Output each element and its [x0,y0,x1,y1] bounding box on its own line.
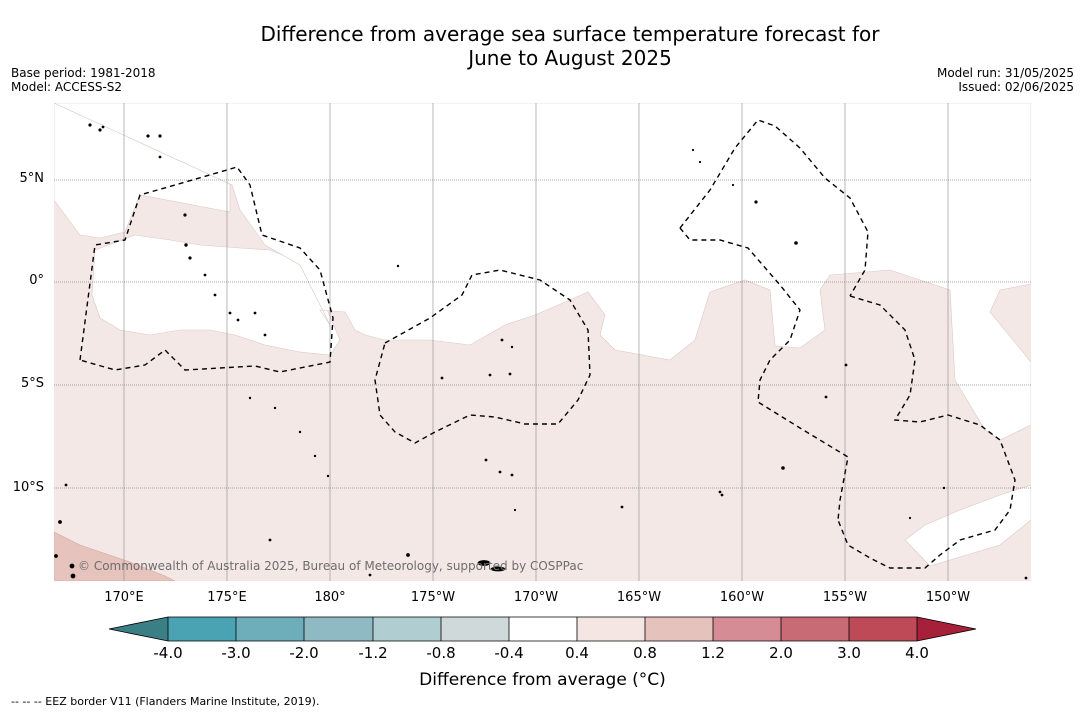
model-name: Model: ACCESS-S2 [11,80,123,94]
colorbar-tick: 4.0 [905,644,929,662]
gridlines [54,103,1031,581]
lon-label: 165°W [616,590,662,605]
islands [54,123,1028,580]
lon-label: 180° [314,590,346,605]
copyright-notice: © Commonwealth of Australia 2025, Bureau… [78,559,584,573]
lat-label-5s: 5°S [20,376,44,391]
colorbar-title: Difference from average (°C) [419,670,666,690]
colorbar-bin [645,617,713,641]
colorbar-below-min [109,617,168,641]
colorbar-bin [509,617,577,641]
colorbar-tick: 3.0 [837,644,861,662]
eez-border-phoenix [374,269,591,444]
eez-border-line-central [679,227,849,521]
colorbar-bin [168,617,236,641]
lon-label: 175°W [410,590,456,605]
neutral-region-central [54,103,1031,441]
colorbar-tick: -0.4 [494,644,524,662]
lon-label: 155°W [822,590,868,605]
lon-label: 170°W [513,590,559,605]
lon-label: 150°W [925,590,971,605]
colorbar-tick: 0.4 [565,644,589,662]
colorbar-tick: 0.8 [633,644,657,662]
colorbar-tick: -3.0 [221,644,251,662]
colorbar-tick: 1.2 [701,644,725,662]
colorbar-tick: -2.0 [289,644,319,662]
lon-label: 170°E [104,590,144,605]
colorbar-above-max [917,617,976,641]
map-title: Difference from average sea surface temp… [0,22,1085,70]
eez-border-line-north [679,119,869,297]
colorbar-bin [713,617,781,641]
map-title-line2: June to August 2025 [468,46,672,70]
colorbar [108,616,977,642]
colorbar-tick: -1.2 [358,644,388,662]
colorbar-bin [304,617,373,641]
colorbar-bin [373,617,441,641]
lon-label: 175°E [207,590,247,605]
colorbar-tick: -0.8 [426,644,456,662]
base-period: Base period: 1981-2018 [11,66,156,80]
issued-date: Issued: 02/06/2025 [958,80,1074,94]
lat-label-10s: 10°S [12,480,44,495]
colorbar-bin [781,617,849,641]
colorbar-tick: 2.0 [769,644,793,662]
eez-borders [79,119,1016,569]
map-area [54,103,1031,581]
warm-anomaly-southwest [54,531,176,581]
colorbar-bin [577,617,645,641]
eez-legend-footnote: -- -- -- EEZ border V11 (Flanders Marine… [11,695,320,708]
lat-label-0: 0° [29,273,44,288]
map-title-line1: Difference from average sea surface temp… [260,22,880,46]
eez-border-kiribati-gilberts [79,166,334,373]
model-run: Model run: 31/05/2025 [936,66,1074,80]
lon-label: 160°W [719,590,765,605]
colorbar-bin [441,617,509,641]
neutral-region-southeast [904,484,1031,567]
colorbar-tick: -4.0 [153,644,183,662]
lat-label-5n: 5°N [19,171,45,186]
colorbar-bin [236,617,304,641]
meta-left: Base period: 1981-2018 Model: ACCESS-S2 [11,66,156,94]
colorbar-bin [849,617,917,641]
meta-right: Model run: 31/05/2025 Issued: 02/06/2025 [937,66,1074,94]
